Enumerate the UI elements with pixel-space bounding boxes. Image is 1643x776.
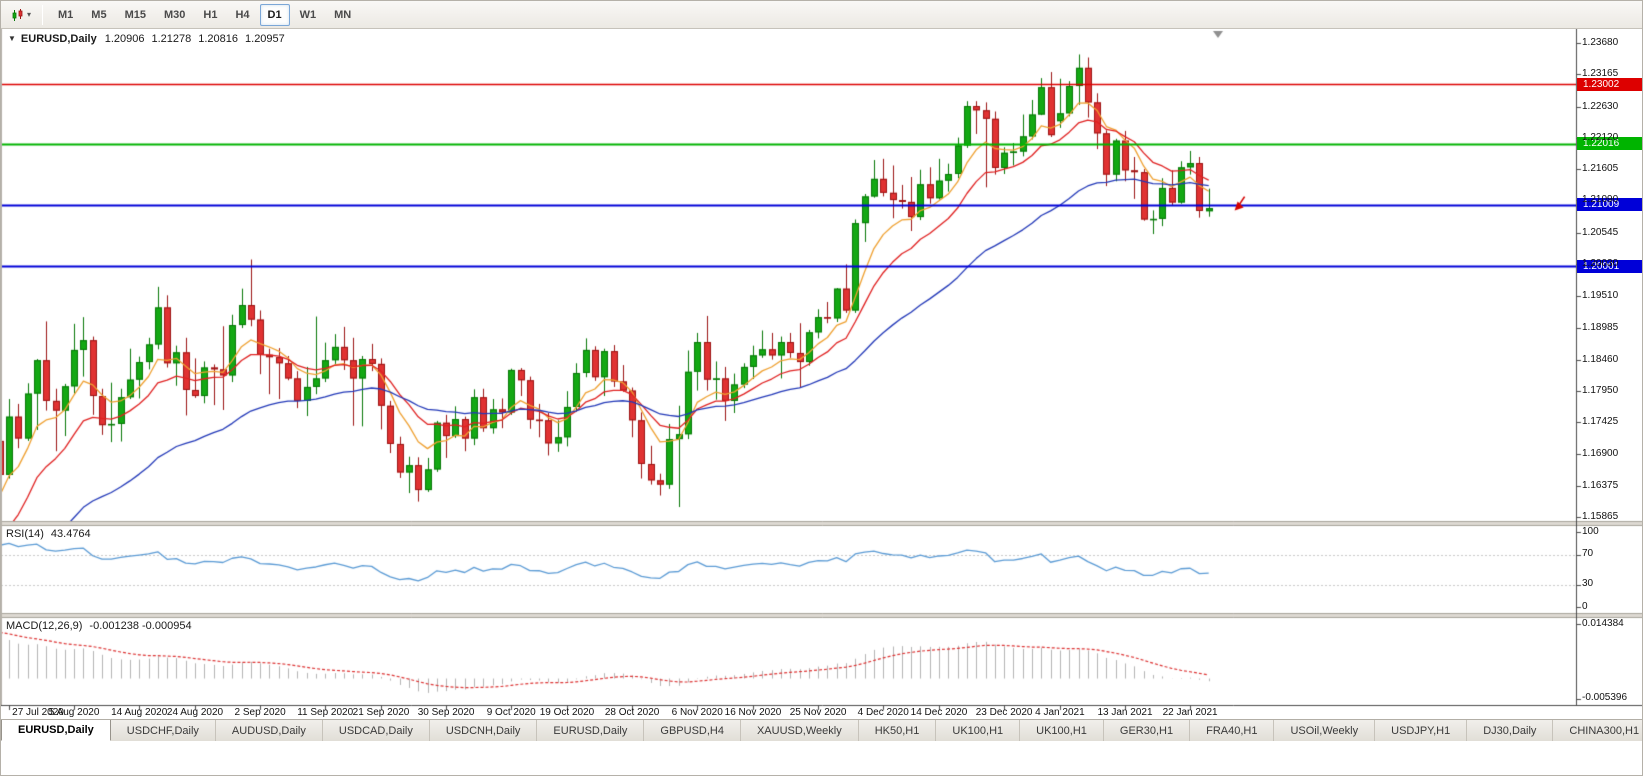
chart-tab-gbpusd-h4[interactable]: GBPUSD,H4 <box>644 720 741 741</box>
toolbar-separator <box>42 4 44 25</box>
ohlc-close: 1.20957 <box>245 33 285 45</box>
x-axis-date-label: 21 Sep 2020 <box>352 707 410 718</box>
chart-tab-fra40-h1[interactable]: FRA40,H1 <box>1190 720 1275 741</box>
ohlc-low: 1.20816 <box>198 33 239 45</box>
rsi-value: 43.4764 <box>50 528 91 540</box>
x-axis-date-label: 25 Nov 2020 <box>789 707 847 718</box>
chart-tab-dj30-daily[interactable]: DJ30,Daily <box>1467 720 1554 741</box>
chart-tab-usdchf-daily[interactable]: USDCHF,Daily <box>110 720 216 741</box>
y-axis-tick: 1.23165 <box>1582 68 1619 80</box>
timeframe-button-d1[interactable]: D1 <box>259 3 290 26</box>
chart-tab-hk50-h1[interactable]: HK50,H1 <box>858 720 937 741</box>
chart-menu-caret-icon[interactable]: ▼ <box>8 34 16 43</box>
macd-tick-top: 0.014384 <box>1582 618 1624 629</box>
x-axis-date-label: 6 Nov 2020 <box>671 707 723 718</box>
x-axis-date-label: 19 Oct 2020 <box>539 707 595 718</box>
timeframe-button-m1[interactable]: M1 <box>50 4 81 26</box>
x-axis-date-label: 2 Sep 2020 <box>234 707 286 718</box>
chart-tabs-bar: EURUSD,Daily USDCHF,Daily AUDUSD,Daily USDC… <box>1 719 1642 741</box>
y-axis-tick: 1.21605 <box>1582 162 1619 174</box>
price-level-label: 1.22016 <box>1577 137 1642 151</box>
chart-tab-usdjpy-h1[interactable]: USDJPY,H1 <box>1375 720 1468 741</box>
timeframe-button-mn[interactable]: MN <box>326 4 359 26</box>
macd-indicator-label: MACD(12,26,9) -0.001238 -0.000954 <box>6 620 192 632</box>
timeframe-button-w1[interactable]: W1 <box>292 4 325 26</box>
y-axis-tick: 1.21090 <box>1582 194 1619 206</box>
y-axis-tick: 1.19510 <box>1582 289 1619 301</box>
rsi-tick-30: 30 <box>1582 578 1594 589</box>
x-axis-date-label: 24 Aug 2020 <box>166 707 224 718</box>
rsi-tick-100: 100 <box>1582 526 1599 537</box>
chart-tab-usdcad-daily[interactable]: USDCAD,Daily <box>322 720 430 741</box>
x-axis-date-label: 22 Jan 2021 <box>1162 707 1218 718</box>
chart-type-icon[interactable]: ▾ <box>6 5 36 25</box>
ohlc-open: 1.20906 <box>104 33 145 45</box>
chart-window: ▼ EURUSD,Daily 1.20906 1.21278 1.20816 1.2095… <box>1 29 1642 719</box>
chart-tab-xauusd-weekly[interactable]: XAUUSD,Weekly <box>740 720 859 741</box>
chart-tab-audusd-daily[interactable]: AUDUSD,Daily <box>215 720 323 741</box>
chart-symbol-label: EURUSD,Daily <box>20 33 97 45</box>
x-axis-date-label: 27 Jul 2020 <box>12 707 64 718</box>
y-axis-tick: 1.23680 <box>1582 36 1619 48</box>
chevron-down-icon: ▾ <box>27 10 32 19</box>
chart-title: ▼ EURUSD,Daily 1.20906 1.21278 1.20816 1.2095… <box>8 33 292 45</box>
x-axis-date-label: 11 Sep 2020 <box>297 707 354 718</box>
chart-tab-usoil-weekly[interactable]: USOil,Weekly <box>1274 720 1376 741</box>
rsi-tick-70: 70 <box>1582 548 1594 559</box>
chart-tab-china300-h1[interactable]: CHINA300,H1 <box>1553 720 1642 741</box>
timeframe-button-m30[interactable]: M30 <box>156 4 193 26</box>
chart-tab-uk100-h1[interactable]: UK100,H1 <box>936 720 1021 741</box>
timeframe-toolbar: ▾ M1 M5 M15 M30 H1 H4 D1 W1 MN <box>1 1 1642 29</box>
y-axis-tick: 1.15865 <box>1582 511 1619 523</box>
ohlc-high: 1.21278 <box>151 33 192 45</box>
x-axis-date-label: 14 Aug 2020 <box>111 707 168 718</box>
y-axis-tick: 1.20030 <box>1582 258 1619 270</box>
price-chart-canvas[interactable] <box>1 29 1642 719</box>
y-axis-tick: 1.22630 <box>1582 100 1619 112</box>
x-axis-date-label: 14 Dec 2020 <box>910 707 968 718</box>
x-axis-date-label: 30 Sep 2020 <box>417 707 475 718</box>
rsi-tick-0: 0 <box>1582 601 1588 612</box>
macd-name: MACD(12,26,9) <box>6 620 83 632</box>
macd-tick-bottom: -0.005396 <box>1582 692 1628 703</box>
y-axis-tick: 1.22120 <box>1582 131 1619 143</box>
timeframe-button-h4[interactable]: H4 <box>227 4 257 26</box>
x-axis-date-label: 28 Oct 2020 <box>604 707 660 718</box>
x-axis-date-label: 13 Jan 2021 <box>1097 707 1153 718</box>
candlestick-chart-icon <box>12 8 23 21</box>
timeframe-button-m5[interactable]: M5 <box>83 4 114 26</box>
y-axis-tick: 1.18460 <box>1582 353 1619 365</box>
status-area <box>1 741 1642 775</box>
y-axis-tick: 1.16375 <box>1582 480 1619 492</box>
chart-tab-ger30-h1[interactable]: GER30,H1 <box>1103 720 1191 741</box>
macd-values: -0.001238 -0.000954 <box>89 620 192 632</box>
y-axis-tick: 1.20545 <box>1582 227 1619 239</box>
price-level-label: 1.23002 <box>1577 77 1642 91</box>
x-axis-date-label: 23 Dec 2020 <box>975 707 1033 718</box>
y-axis-tick: 1.17425 <box>1582 416 1619 428</box>
y-axis-tick: 1.18985 <box>1582 321 1619 333</box>
x-axis-date-label: 16 Nov 2020 <box>724 707 782 718</box>
rsi-indicator-label: RSI(14) 43.4764 <box>6 528 91 540</box>
y-axis-tick: 1.16900 <box>1582 448 1619 460</box>
price-level-label: 1.20001 <box>1577 259 1642 273</box>
chart-tab-usdcnh-daily[interactable]: USDCNH,Daily <box>429 720 538 741</box>
x-axis-date-label: 9 Oct 2020 <box>486 707 536 718</box>
x-axis-date-label: 5 Aug 2020 <box>48 707 100 718</box>
x-axis-date-label: 4 Jan 2021 <box>1035 707 1085 718</box>
chart-tab-uk100-h1[interactable]: UK100,H1 <box>1020 720 1104 741</box>
timeframe-button-m15[interactable]: M15 <box>117 4 154 26</box>
chart-tab-eurusd-daily[interactable]: EURUSD,Daily <box>537 720 645 741</box>
y-axis-tick: 1.17950 <box>1582 384 1619 396</box>
price-level-label: 1.21009 <box>1577 198 1642 212</box>
chart-tab-eurusd-daily[interactable]: EURUSD,Daily <box>1 720 111 741</box>
timeframe-button-h1[interactable]: H1 <box>195 4 225 26</box>
rsi-name: RSI(14) <box>6 528 44 540</box>
x-axis-date-label: 4 Dec 2020 <box>857 707 909 718</box>
